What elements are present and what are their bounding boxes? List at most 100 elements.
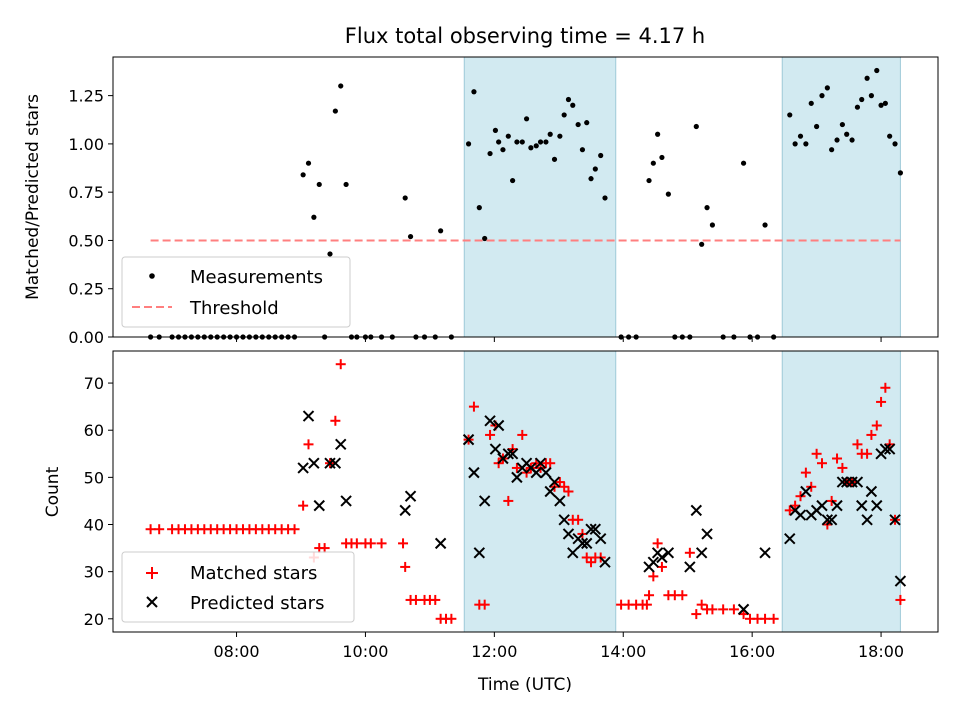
measurement-point	[575, 121, 581, 128]
matched-stars-point	[289, 524, 300, 535]
top-ytick-label: 0.00	[68, 328, 104, 347]
predicted-stars-point	[399, 504, 411, 517]
matched-stars-point	[330, 415, 341, 426]
predicted-stars-point	[684, 561, 696, 573]
predicted-stars-point	[404, 490, 417, 502]
bottom-y-ticks: 20 30 40 50 60 70	[84, 374, 113, 629]
measurement-point	[537, 139, 544, 145]
measurement-point	[343, 181, 349, 188]
measurement-point	[519, 139, 525, 145]
measurement-point	[699, 241, 705, 247]
measurement-point	[864, 75, 870, 81]
matched-stars-point	[573, 514, 584, 525]
measurement-point	[496, 139, 502, 145]
measurement-point	[650, 160, 656, 166]
predicted-stars-point	[647, 556, 660, 568]
x-axis-label: Time (UTC)	[477, 675, 572, 695]
matched-stars-point	[880, 382, 891, 393]
predicted-stars-point	[585, 523, 597, 535]
measurement-point	[665, 191, 671, 197]
measurement-point	[849, 137, 855, 143]
matched-stars-point	[400, 561, 411, 572]
measurement-point	[471, 89, 477, 95]
bottom-ytick-label: 60	[84, 421, 104, 440]
measurement-point	[557, 133, 563, 139]
predicted-stars-point	[302, 410, 315, 422]
measurement-point	[402, 195, 408, 201]
predicted-stars-point	[434, 537, 447, 550]
legend-predicted-label: Predicted stars	[190, 593, 324, 614]
legend-measurements-label: Measurements	[190, 267, 323, 288]
matched-stars-point	[728, 604, 739, 615]
matched-stars-point	[684, 547, 695, 558]
x-tick-label: 10:00	[342, 642, 388, 661]
top-legend: Measurements Threshold	[121, 256, 351, 328]
bottom-panel: 20 30 40 50 60 70 08:00 10:00 12:00 14:00 16:00 18…	[43, 350, 939, 695]
predicted-stars-point	[308, 457, 320, 469]
measurement-point	[579, 147, 586, 153]
predicted-stars-point	[540, 466, 552, 479]
measurement-point	[523, 116, 530, 122]
measurement-point	[602, 195, 608, 201]
predicted-stars-point	[871, 499, 883, 512]
measurement-point	[492, 127, 499, 133]
x-tick-label: 14:00	[600, 642, 646, 661]
matched-stars-point	[376, 538, 387, 549]
predicted-stars-point	[879, 443, 892, 455]
bottom-series	[145, 359, 907, 624]
x-tick-label: 08:00	[213, 642, 259, 661]
predicted-stars-point	[473, 547, 486, 559]
predicted-stars-point	[690, 504, 703, 517]
legend-threshold-label: Threshold	[189, 298, 279, 319]
predicted-stars-point	[889, 514, 901, 526]
measurement-point	[598, 152, 604, 159]
predicted-stars-point	[759, 547, 771, 559]
measurement-point	[588, 176, 594, 182]
measurement-point	[878, 102, 884, 108]
measurement-point	[547, 131, 553, 137]
top-y-ticks: 0.00 0.25 0.50 0.75 1.00 1.25	[68, 87, 113, 347]
matched-stars-point	[707, 604, 718, 615]
matched-stars-point	[866, 429, 877, 440]
predicted-stars-point	[883, 443, 896, 455]
matched-stars-point	[768, 613, 779, 624]
measurement-point	[868, 93, 874, 99]
measurement-point	[839, 121, 845, 128]
measurement-point	[514, 139, 520, 145]
matched-stars-point	[852, 439, 863, 450]
bottom-y-axis-label: Count	[43, 466, 63, 517]
measurement-point	[327, 251, 333, 257]
predicted-stars-point	[851, 476, 864, 488]
predicted-stars-point	[589, 523, 602, 535]
measurement-point	[704, 205, 710, 211]
top-series-0	[147, 67, 904, 340]
measurement-point	[709, 222, 716, 228]
predicted-stars-point	[861, 514, 873, 526]
top-y-axis-label: Matched/Predicted stars	[23, 94, 43, 300]
predicted-stars-point	[554, 495, 566, 507]
measurement-point	[551, 156, 558, 162]
top-panel: 0.00 0.25 0.50 0.75 1.00 1.25 Matched/Predict…	[23, 56, 939, 347]
predicted-stars-point	[468, 466, 480, 479]
top-ytick-label: 0.75	[68, 183, 104, 202]
predicted-stars-point	[544, 485, 556, 498]
legend-matched-label: Matched stars	[190, 563, 317, 584]
predicted-stars-point	[329, 457, 342, 469]
predicted-stars-point	[816, 499, 828, 512]
matched-stars-point	[816, 458, 827, 469]
x-tick-label: 16:00	[729, 642, 775, 661]
predicted-stars-point	[562, 528, 575, 540]
matched-stars-point	[303, 439, 314, 450]
legend-measurements-marker	[149, 273, 155, 279]
measurement-point	[646, 177, 652, 184]
measurement-point	[897, 170, 904, 176]
predicted-stars-point	[825, 514, 838, 526]
measurement-point	[814, 123, 820, 130]
matched-stars-point	[760, 613, 771, 624]
measurement-point	[693, 123, 699, 130]
bottom-legend: Matched stars Predicted stars	[121, 551, 355, 623]
legend-predicted-marker	[146, 596, 158, 608]
legend-matched-marker	[146, 567, 158, 579]
measurement-point	[762, 222, 768, 228]
